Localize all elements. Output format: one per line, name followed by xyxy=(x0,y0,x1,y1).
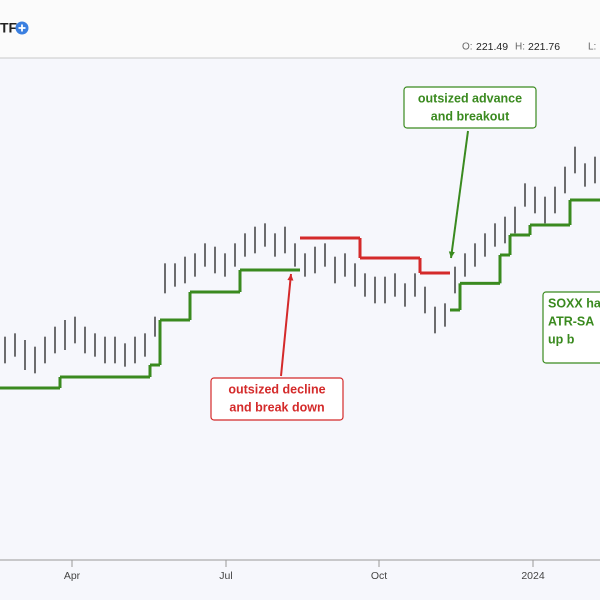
add-icon xyxy=(18,24,26,32)
annotation-text: ATR-SA xyxy=(548,314,594,328)
annotation-arrow xyxy=(280,273,292,377)
x-tick-label: Jul xyxy=(219,570,232,582)
arrow-head xyxy=(287,274,294,281)
annotation-text: outsized decline xyxy=(228,382,325,396)
annotation-box xyxy=(210,377,344,421)
low-label: L: xyxy=(588,42,596,53)
arrow-head xyxy=(448,251,455,258)
annotation-text: outsized advance xyxy=(418,91,522,105)
symbol: TF xyxy=(0,20,18,36)
high-label: H: xyxy=(515,42,525,53)
high-value: 221.76 xyxy=(528,41,560,53)
annotation-text: and break down xyxy=(229,400,324,414)
x-tick-label: Apr xyxy=(64,570,81,582)
annotation-arrow xyxy=(450,130,469,259)
header-bar xyxy=(0,0,600,58)
x-tick-label: 2024 xyxy=(521,570,545,582)
x-tick-label: Oct xyxy=(371,570,387,582)
open-label: O: xyxy=(462,42,473,53)
annotation-text: up b xyxy=(548,332,575,346)
annotation-text: and breakout xyxy=(431,109,510,123)
annotation-text: SOXX ha xyxy=(548,296,600,310)
annotation-box xyxy=(542,291,600,364)
annotation-box xyxy=(403,86,537,129)
open-value: 221.49 xyxy=(476,41,508,53)
